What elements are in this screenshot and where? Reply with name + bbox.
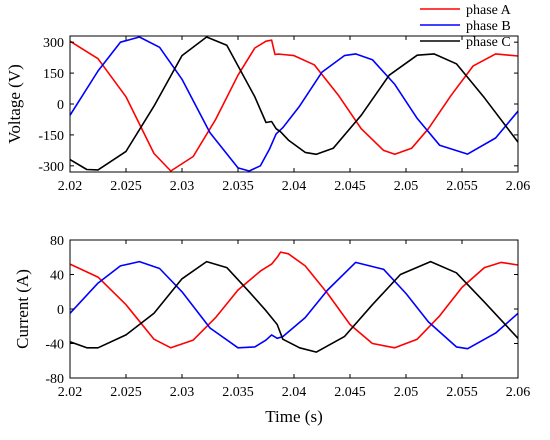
axes-frame — [69, 239, 519, 379]
legend-label: phase B — [466, 19, 511, 34]
x-tick-label: 2.035 — [222, 385, 254, 400]
series-line-phase-a — [70, 39, 518, 172]
x-tick-label: 2.035 — [222, 179, 254, 194]
x-tick-label: 2.055 — [446, 179, 478, 194]
y-tick-label: -300 — [38, 160, 64, 175]
x-tick-label: 2.03 — [170, 385, 195, 400]
x-tick-label: 2.06 — [506, 179, 531, 194]
x-tick-label: 2.025 — [110, 385, 142, 400]
panel-1: 2.02 2.025 2.03 2.035 2.04 2.045 2.05 2.055 2.06… — [5, 3, 530, 194]
y-tick-label: 40 — [50, 269, 64, 284]
x-tick-label: 2.045 — [334, 385, 366, 400]
y-axis-label: Voltage (V) — [5, 64, 24, 143]
x-tick-label: 2.03 — [170, 179, 195, 194]
x-tick-label: 2.055 — [446, 385, 478, 400]
x-tick-label: 2.045 — [334, 179, 366, 194]
y-tick-label: -40 — [45, 338, 64, 353]
y-tick-label: 0 — [57, 98, 64, 113]
x-tick-label: 2.02 — [58, 385, 83, 400]
y-tick-label: 80 — [50, 234, 64, 249]
series-line-phase-a — [70, 251, 518, 349]
y-tick-label: 150 — [43, 67, 64, 82]
x-tick-label: 2.025 — [110, 179, 142, 194]
x-tick-label: 2.04 — [282, 385, 307, 400]
x-tick-label: 2.04 — [282, 179, 307, 194]
series-line-phase-c — [70, 260, 518, 353]
series-line-phase-b — [70, 260, 518, 350]
y-tick-label: -80 — [45, 372, 64, 387]
x-tick-label: 2.05 — [394, 385, 419, 400]
panel-2: 2.02 2.025 2.03 2.035 2.04 2.045 2.05 2.055 2.06… — [13, 234, 530, 426]
series-line-phase-c — [70, 36, 518, 171]
x-tick-label: 2.05 — [394, 179, 419, 194]
y-axis-label: Current (A) — [13, 269, 32, 349]
y-tick-label: 0 — [57, 303, 64, 318]
legend-label: phase C — [466, 35, 511, 50]
y-tick-label: -150 — [38, 129, 64, 144]
x-tick-label: 2.06 — [506, 385, 531, 400]
legend-label: phase A — [466, 3, 512, 18]
y-tick-label: 300 — [43, 36, 64, 51]
x-tick-label: 2.02 — [58, 179, 83, 194]
series-line-phase-b — [70, 36, 518, 172]
x-axis-label: Time (s) — [265, 407, 322, 426]
